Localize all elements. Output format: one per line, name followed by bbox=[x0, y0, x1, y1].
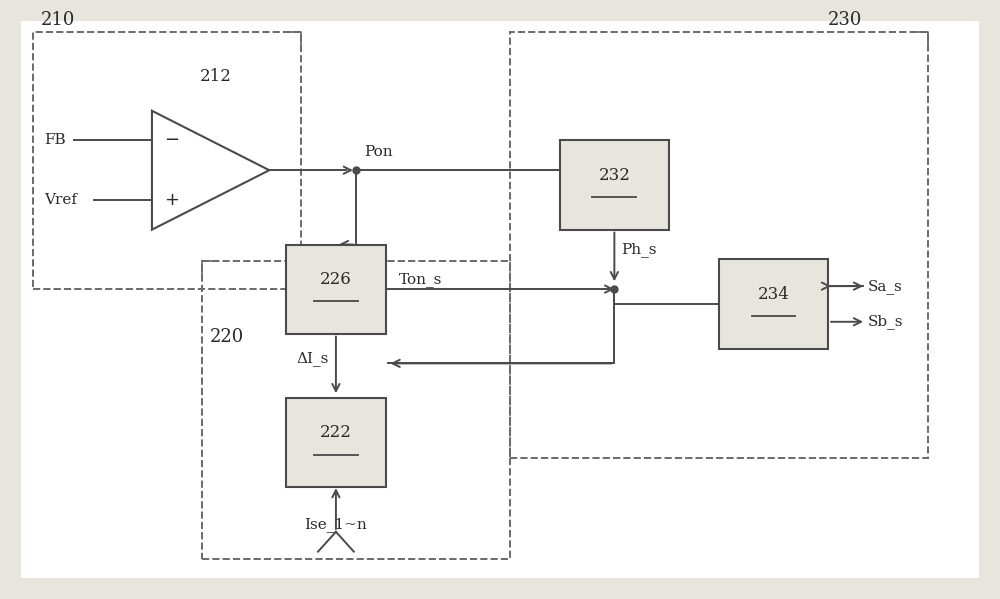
Text: 212: 212 bbox=[200, 68, 232, 84]
Bar bbox=[510, 32, 928, 458]
Text: 222: 222 bbox=[320, 424, 352, 441]
Text: Ph_s: Ph_s bbox=[621, 242, 657, 257]
Text: +: + bbox=[164, 191, 179, 209]
Text: Vref: Vref bbox=[45, 193, 78, 207]
Text: Ise_1~n: Ise_1~n bbox=[305, 518, 367, 533]
Text: Sa_s: Sa_s bbox=[868, 279, 903, 294]
Text: FB: FB bbox=[45, 134, 66, 147]
Text: 232: 232 bbox=[598, 167, 630, 184]
Bar bbox=[560, 141, 669, 229]
Text: 220: 220 bbox=[210, 328, 244, 346]
Text: 230: 230 bbox=[828, 11, 863, 29]
Bar bbox=[719, 259, 828, 349]
Bar bbox=[286, 244, 386, 334]
Text: Pon: Pon bbox=[364, 146, 392, 159]
Text: Sb_s: Sb_s bbox=[868, 314, 903, 329]
Text: 210: 210 bbox=[41, 11, 75, 29]
Text: 226: 226 bbox=[320, 271, 352, 288]
Text: Ton_s: Ton_s bbox=[399, 272, 442, 287]
Bar bbox=[286, 398, 386, 487]
Text: ΔI_s: ΔI_s bbox=[296, 351, 329, 366]
Bar bbox=[202, 261, 510, 559]
Text: 234: 234 bbox=[758, 286, 789, 302]
Bar bbox=[33, 32, 301, 289]
Text: −: − bbox=[164, 132, 179, 150]
